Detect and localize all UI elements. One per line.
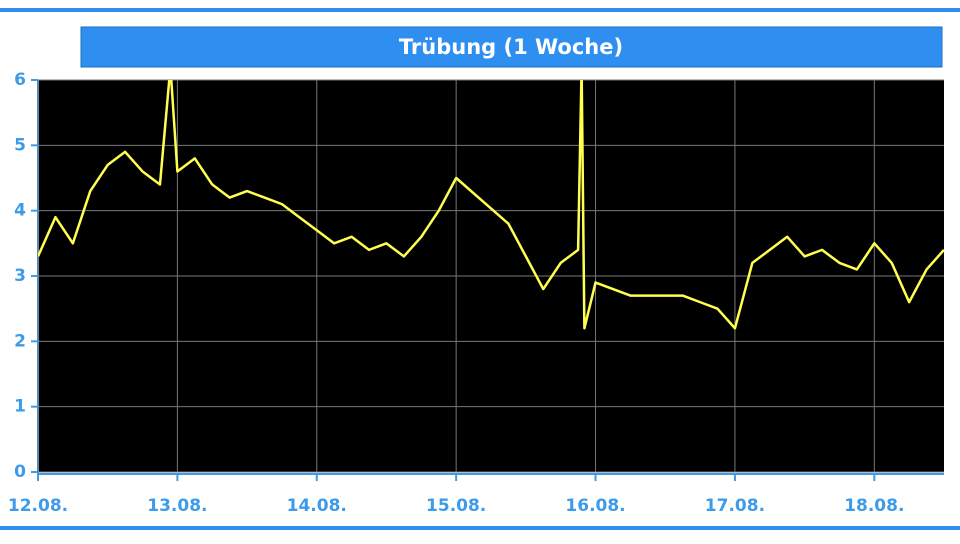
y-tick-label: 2 — [14, 331, 26, 351]
y-tick-label: 6 — [14, 70, 26, 90]
bottom-border — [0, 526, 960, 530]
y-tick-label: 3 — [14, 266, 26, 286]
top-border — [0, 8, 960, 12]
x-tick-label: 15.08. — [426, 496, 486, 516]
y-tick-label: 0 — [14, 462, 26, 482]
x-tick-label: 18.08. — [844, 496, 904, 516]
x-tick-label: 17.08. — [705, 496, 765, 516]
x-tick-label: 16.08. — [565, 496, 625, 516]
title-bar — [80, 26, 943, 68]
x-tick-label: 13.08. — [147, 496, 207, 516]
data-line — [38, 80, 944, 330]
y-tick-label: 1 — [14, 397, 26, 417]
x-tick-label: 12.08. — [8, 496, 68, 516]
y-tick-label: 5 — [14, 135, 26, 155]
x-tick-label: 14.08. — [287, 496, 347, 516]
y-tick-label: 4 — [14, 201, 26, 221]
chart-title: Trübung (1 Woche) — [399, 35, 623, 59]
